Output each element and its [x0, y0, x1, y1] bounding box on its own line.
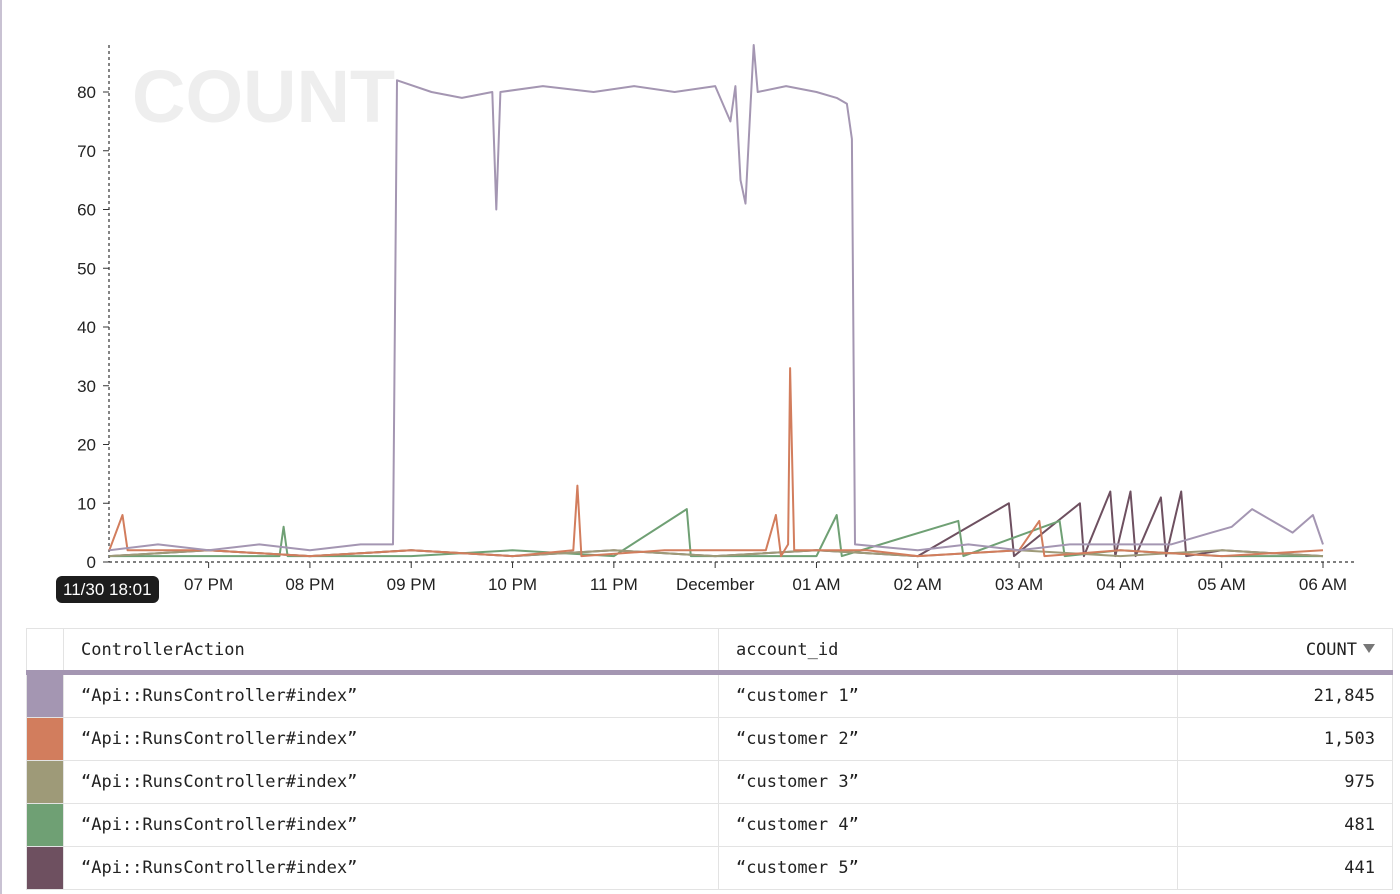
cell-controller-action: “Api::RunsController#index” [63, 672, 719, 718]
series-line [109, 490, 1324, 558]
series-color-swatch [26, 717, 64, 761]
cell-count: 975 [1177, 760, 1393, 804]
y-tick-label: 40 [77, 318, 96, 337]
cell-account-id: “customer 1” [718, 672, 1178, 718]
count-chart[interactable]: COUNT 0 10 20 30 40 50 60 70 80 07 PM 08 PM 09 PM 10 … [0, 0, 1400, 612]
cell-account-id: “customer 4” [718, 803, 1178, 847]
series-line [109, 44, 1324, 552]
x-tick-label: 05 AM [1198, 575, 1246, 594]
y-tick-label: 0 [87, 553, 96, 572]
x-tick-label: 10 PM [488, 575, 537, 594]
series-line [108, 367, 1324, 558]
chart-svg: COUNT 0 10 20 30 40 50 60 70 80 07 PM 08 PM 09 PM 10 … [77, 44, 1356, 594]
x-tick-label: 06 AM [1299, 575, 1347, 594]
x-tick-label: 02 AM [894, 575, 942, 594]
x-tick-label: 01 AM [792, 575, 840, 594]
table-row[interactable]: “Api::RunsController#index” “customer 1” 2… [26, 672, 1393, 718]
header-account-id[interactable]: account_id [718, 628, 1178, 675]
cell-account-id: “customer 2” [718, 717, 1178, 761]
swatch-header [26, 628, 64, 675]
left-border [0, 0, 2, 894]
y-tick-label: 10 [77, 494, 96, 513]
x-tick-label: 09 PM [387, 575, 436, 594]
x-tick-label: 07 PM [184, 575, 233, 594]
cell-account-id: “customer 3” [718, 760, 1178, 804]
sort-desc-icon[interactable] [1363, 643, 1375, 653]
series-color-swatch [26, 803, 64, 847]
table-row[interactable]: “Api::RunsController#index” “customer 2” 1… [26, 717, 1393, 761]
cell-controller-action: “Api::RunsController#index” [63, 803, 719, 847]
table-row[interactable]: “Api::RunsController#index” “customer 5” 4… [26, 846, 1393, 890]
x-tick-label: December [676, 575, 755, 594]
header-count-label: COUNT [1305, 639, 1357, 660]
y-tick-label: 80 [77, 83, 96, 102]
y-tick-label: 30 [77, 377, 96, 396]
y-tick-label: 20 [77, 436, 96, 455]
table-header-row: ControllerAction account_id COUNT [26, 628, 1393, 675]
series-color-swatch [26, 672, 64, 718]
x-tick-label: 03 AM [995, 575, 1043, 594]
chart-watermark: COUNT [132, 55, 395, 138]
y-tick-label: 70 [77, 142, 96, 161]
table-row[interactable]: “Api::RunsController#index” “customer 3” 9… [26, 760, 1393, 804]
x-tick-label: 11 PM [590, 575, 638, 594]
table-row[interactable]: “Api::RunsController#index” “customer 4” 4… [26, 803, 1393, 847]
y-tick-label: 50 [77, 259, 96, 278]
header-controller-action[interactable]: ControllerAction [63, 628, 719, 675]
cell-account-id: “customer 5” [718, 846, 1178, 890]
series-line [109, 508, 1323, 558]
series-color-swatch [26, 846, 64, 890]
cell-count: 1,503 [1177, 717, 1393, 761]
cell-count: 481 [1177, 803, 1393, 847]
cell-controller-action: “Api::RunsController#index” [63, 846, 719, 890]
x-tick-label: 08 PM [285, 575, 334, 594]
y-tick-label: 60 [77, 201, 96, 220]
cell-count: 21,845 [1177, 672, 1393, 718]
x-tick-label: 04 AM [1096, 575, 1144, 594]
cell-controller-action: “Api::RunsController#index” [63, 760, 719, 804]
cell-count: 441 [1177, 846, 1393, 890]
header-count[interactable]: COUNT [1177, 628, 1393, 675]
series-color-swatch [26, 760, 64, 804]
cell-controller-action: “Api::RunsController#index” [63, 717, 719, 761]
results-table: ControllerAction account_id COUNT “Api::… [26, 628, 1393, 890]
cursor-time-badge: 11/30 18:01 [56, 576, 159, 603]
